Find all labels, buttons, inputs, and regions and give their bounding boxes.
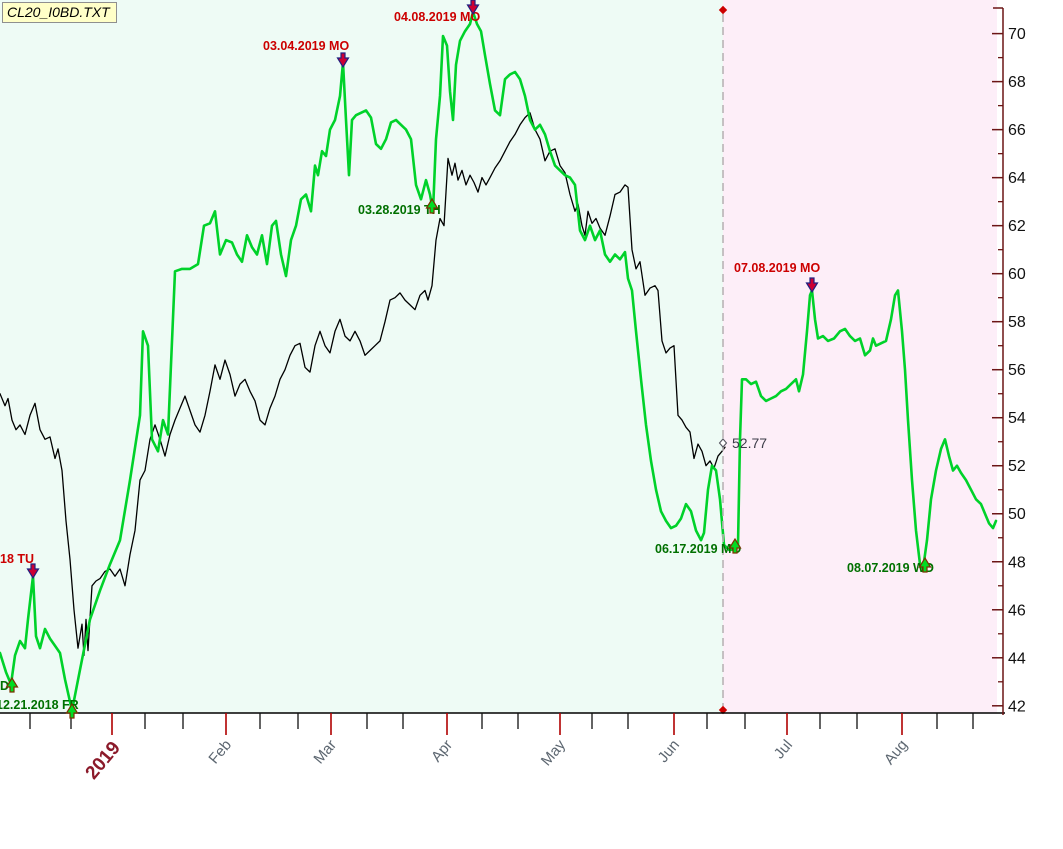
trough-date-label: 06.17.2019 MO [655, 542, 741, 556]
x-month-label: Jul [771, 737, 796, 763]
trough-marker-icon [728, 537, 742, 554]
trough-date-label: D [0, 679, 9, 693]
y-tick-label: 52 [1008, 458, 1026, 475]
forecast-region [723, 0, 997, 713]
trough-marker-icon [65, 702, 79, 719]
peak-date-label: 18 TU [0, 552, 34, 566]
x-axis: 2019 Feb Mar Apr May Jun Jul Aug [0, 712, 1005, 784]
y-axis: 42 44 46 48 50 52 54 56 58 60 62 64 66 68 70 [992, 7, 1026, 715]
x-month-label: May [538, 736, 570, 769]
trough-date-label: 08.07.2019 WD [847, 561, 934, 575]
trough-marker-icon [918, 556, 932, 573]
y-tick-label: 46 [1008, 602, 1026, 619]
forecast-divider [718, 5, 728, 715]
y-tick-label: 50 [1008, 506, 1026, 523]
y-tick-label: 60 [1008, 266, 1026, 283]
peak-marker-icon [805, 277, 819, 294]
x-month-label: Aug [881, 737, 911, 768]
y-tick-label: 66 [1008, 122, 1026, 139]
chart-backgrounds [0, 0, 997, 713]
y-tick-label: 68 [1008, 74, 1026, 91]
last-price-marker [718, 438, 728, 448]
data-file-title[interactable]: CL20_I0BD.TXT [2, 2, 117, 23]
peak-marker-icon [336, 52, 350, 69]
series-lines [0, 10, 998, 712]
divider-top-marker [718, 5, 728, 15]
y-tick-label: 54 [1008, 410, 1026, 427]
annotations: 18 TU D 12.21.2018 FR 03.04.2019 MO 04.08.20… [0, 0, 934, 719]
last-price-label: 52.77 [732, 435, 767, 451]
peak-marker-icon [466, 0, 480, 16]
trough-marker-icon [425, 197, 439, 214]
trough-date-label: 03.28.2019 TH [358, 203, 441, 217]
peak-date-label: 03.04.2019 MO [263, 39, 349, 53]
y-tick-label: 64 [1008, 170, 1026, 187]
history-region [0, 0, 723, 713]
x-year-label: 2019 [82, 738, 125, 784]
peak-date-label: 04.08.2019 MO [394, 10, 480, 24]
divider-bottom-marker [718, 705, 728, 715]
y-tick-label: 44 [1008, 650, 1026, 667]
projection-line-line [0, 10, 998, 712]
x-month-label: Jun [654, 737, 683, 766]
peak-date-label: 07.08.2019 MO [734, 261, 820, 275]
y-tick-label: 58 [1008, 314, 1026, 331]
x-month-label: Apr [428, 737, 456, 766]
peak-marker-icon [26, 563, 40, 580]
x-month-label: Mar [310, 737, 340, 768]
y-tick-label: 70 [1008, 26, 1026, 43]
y-tick-label: 62 [1008, 218, 1026, 235]
y-tick-label: 42 [1008, 698, 1026, 715]
x-month-label: Feb [205, 737, 235, 768]
trough-marker-icon [5, 676, 19, 693]
y-tick-label: 48 [1008, 554, 1026, 571]
trough-date-label: 12.21.2018 FR [0, 698, 79, 712]
y-tick-label: 56 [1008, 362, 1026, 379]
